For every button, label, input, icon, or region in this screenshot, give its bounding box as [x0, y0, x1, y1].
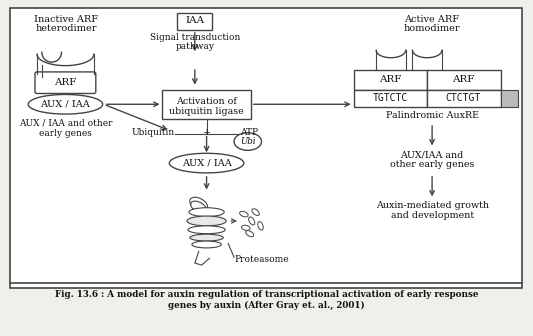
Text: Fig. 13.6 : A model for auxin regulation of transcriptional activation of early : Fig. 13.6 : A model for auxin regulation…	[55, 290, 478, 299]
Ellipse shape	[187, 216, 226, 226]
FancyBboxPatch shape	[500, 90, 519, 107]
Ellipse shape	[252, 209, 260, 215]
Text: AUX/IAA and: AUX/IAA and	[400, 150, 464, 159]
Text: AUX / IAA: AUX / IAA	[41, 100, 90, 109]
FancyBboxPatch shape	[163, 90, 251, 119]
Text: genes by auxin (After Gray et. al., 2001): genes by auxin (After Gray et. al., 2001…	[168, 300, 365, 309]
Text: Proteasome: Proteasome	[234, 255, 289, 264]
Ellipse shape	[248, 217, 255, 225]
Ellipse shape	[191, 201, 207, 213]
Text: ubiquitin ligase: ubiquitin ligase	[169, 107, 244, 116]
Ellipse shape	[192, 241, 221, 248]
Text: heterodimer: heterodimer	[36, 24, 97, 33]
Text: Active ARF: Active ARF	[405, 15, 459, 24]
Ellipse shape	[188, 226, 225, 234]
Text: IAA: IAA	[185, 16, 204, 26]
Text: Ubiquitin: Ubiquitin	[132, 128, 175, 137]
Text: Activation of: Activation of	[176, 97, 237, 107]
Ellipse shape	[28, 94, 103, 114]
FancyBboxPatch shape	[354, 90, 427, 107]
Ellipse shape	[190, 197, 208, 211]
Text: Ubi: Ubi	[240, 137, 255, 146]
FancyBboxPatch shape	[427, 90, 500, 107]
Ellipse shape	[190, 234, 223, 241]
Ellipse shape	[258, 222, 263, 230]
Ellipse shape	[234, 133, 262, 150]
Ellipse shape	[241, 225, 250, 230]
Ellipse shape	[189, 208, 224, 216]
Text: other early genes: other early genes	[390, 160, 474, 169]
Text: ARF: ARF	[453, 75, 475, 84]
Text: ARF: ARF	[379, 75, 401, 84]
Text: CTCTGT: CTCTGT	[446, 93, 481, 103]
Text: ATP: ATP	[240, 128, 258, 137]
Text: AUX / IAA: AUX / IAA	[182, 159, 231, 168]
FancyBboxPatch shape	[354, 70, 427, 90]
FancyBboxPatch shape	[427, 70, 500, 90]
Ellipse shape	[246, 230, 254, 237]
Text: Inactive ARF: Inactive ARF	[34, 15, 99, 24]
Text: and development: and development	[391, 211, 474, 220]
Text: Signal transduction: Signal transduction	[150, 33, 240, 42]
Text: TGTCTC: TGTCTC	[373, 93, 408, 103]
FancyBboxPatch shape	[11, 8, 522, 288]
FancyBboxPatch shape	[35, 72, 96, 93]
Text: AUX / IAA and other: AUX / IAA and other	[19, 119, 112, 128]
Text: pathway: pathway	[175, 42, 214, 50]
Ellipse shape	[240, 211, 248, 217]
Text: homodimer: homodimer	[404, 24, 461, 33]
FancyBboxPatch shape	[177, 13, 213, 30]
Ellipse shape	[169, 153, 244, 173]
Text: Auxin-mediated growth: Auxin-mediated growth	[376, 201, 489, 210]
Text: Palindromic AuxRE: Palindromic AuxRE	[385, 111, 479, 120]
Text: ARF: ARF	[54, 78, 77, 87]
Text: +: +	[203, 128, 211, 137]
Text: early genes: early genes	[39, 129, 92, 138]
